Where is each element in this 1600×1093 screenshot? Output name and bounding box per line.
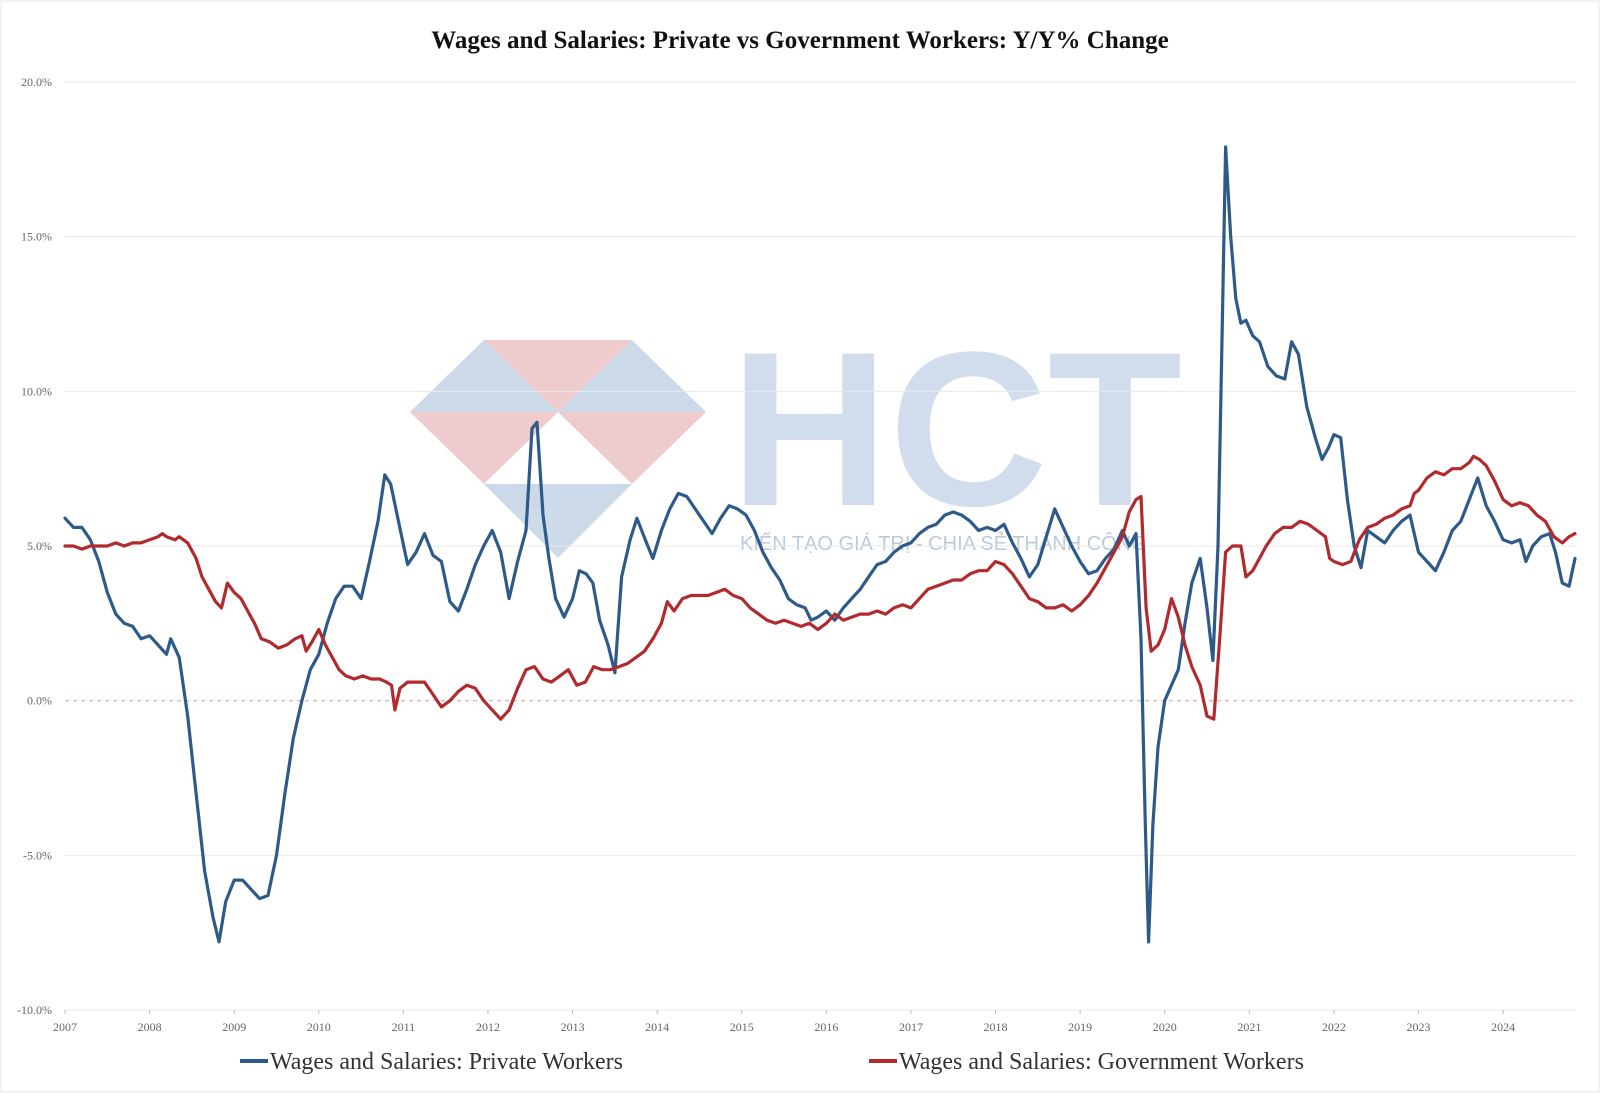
axes: 20.0% 15.0% 10.0% 5.0% 0.0% -5.0% -10.0%2007 20… [17, 75, 1515, 1034]
legend-label-government: Wages and Salaries: Government Workers [899, 1049, 1304, 1075]
watermark-tagline: KIẾN TẠO GIÁ TRỊ - CHIA SẺ THÀNH CÔNG [740, 532, 1147, 555]
x-tick-label: 2016 [814, 1020, 838, 1034]
grid [65, 81, 1575, 1011]
y-tick-label: 10.0% [21, 384, 52, 398]
y-tick-label: -10.0% [17, 1003, 52, 1017]
watermark-diamond-bottom [484, 484, 632, 558]
x-tick-label: 2009 [222, 1020, 246, 1034]
chart-title: Wages and Salaries: Private vs Governmen… [431, 27, 1168, 54]
x-tick-label: 2022 [1322, 1020, 1346, 1034]
y-tick-label: -5.0% [23, 848, 52, 862]
x-tick-label: 2023 [1407, 1020, 1431, 1034]
watermark-logo: HCT KIẾN TẠO GIÁ TRỊ - CHIA SẺ THÀNH CÔN… [410, 306, 1182, 558]
watermark-diamond-right-top [558, 340, 706, 412]
series [63, 145, 1577, 944]
x-tick-label: 2018 [984, 1020, 1008, 1034]
y-tick-label: 20.0% [21, 75, 52, 89]
watermark-diamond-left-top [410, 340, 558, 412]
watermark-diamond-top [484, 340, 632, 412]
x-tick-label: 2019 [1068, 1020, 1092, 1034]
y-tick-label: 15.0% [21, 230, 52, 244]
x-tick-label: 2011 [392, 1020, 416, 1034]
x-tick-label: 2008 [138, 1020, 162, 1034]
y-tick-label: 5.0% [27, 539, 52, 553]
series-line-government [63, 454, 1577, 721]
y-tick-label: 0.0% [27, 694, 52, 708]
watermark-brand: HCT [730, 306, 1182, 552]
watermark-diamond-right-bottom [558, 412, 706, 484]
x-tick-label: 2024 [1491, 1020, 1515, 1034]
x-tick-label: 2015 [730, 1020, 754, 1034]
x-tick-label: 2020 [1153, 1020, 1177, 1034]
x-tick-label: 2017 [899, 1020, 923, 1034]
x-tick-label: 2013 [561, 1020, 585, 1034]
x-tick-label: 2021 [1237, 1020, 1261, 1034]
x-tick-label: 2012 [476, 1020, 500, 1034]
x-tick-label: 2010 [307, 1020, 331, 1034]
watermark-diamond-left-bottom [410, 412, 558, 484]
x-tick-label: 2007 [53, 1020, 77, 1034]
legend: Wages and Salaries: Private Workers Wage… [240, 1049, 1304, 1075]
legend-label-private: Wages and Salaries: Private Workers [270, 1049, 623, 1075]
x-tick-label: 2014 [645, 1020, 669, 1034]
series-line-private [63, 145, 1577, 944]
